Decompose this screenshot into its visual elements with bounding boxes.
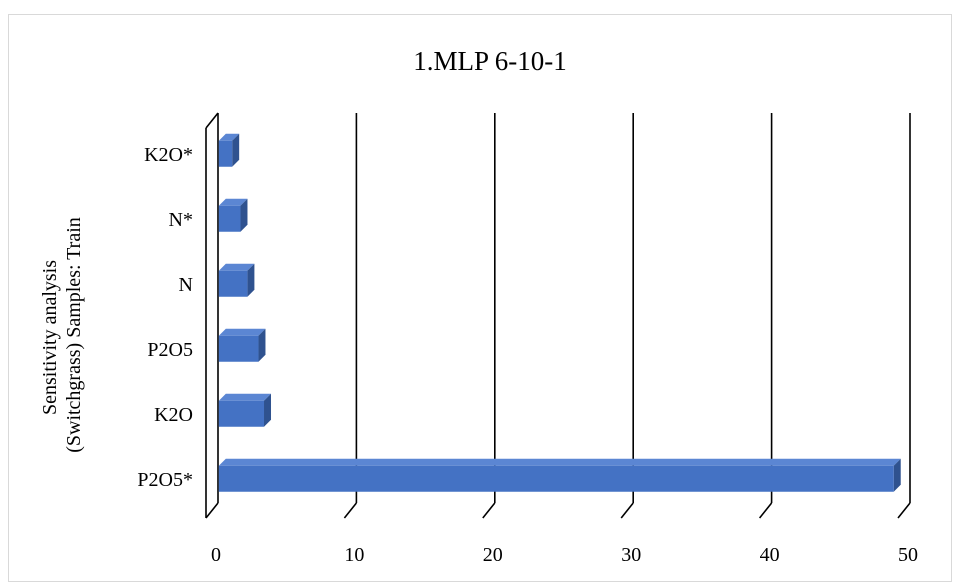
gridlines	[205, 112, 911, 519]
gridline-floor	[343, 502, 358, 519]
x-tick-label: 20	[483, 544, 503, 566]
bar	[218, 198, 248, 232]
chart-title: 1.MLP 6-10-1	[413, 46, 567, 76]
bar-top-face	[218, 393, 272, 401]
x-tick-label: 40	[760, 544, 780, 566]
bar-side-face	[264, 393, 272, 427]
bar	[218, 393, 272, 427]
bar-side-face	[893, 458, 901, 492]
y-tick-label: K2O	[154, 404, 193, 426]
y-tick-labels: P2O5* K2O P2O5 N N* K2O*	[137, 144, 193, 491]
y-axis-title-line-1: Sensitivity analysis	[39, 260, 61, 415]
bar-top-face	[218, 263, 255, 271]
gridline-floor	[482, 502, 496, 519]
x-tick-label: 0	[211, 544, 221, 566]
bar-side-face	[247, 263, 255, 297]
bar-side-face	[232, 133, 240, 167]
gridline-floor	[205, 502, 219, 519]
x-tick-label: 30	[621, 544, 641, 566]
bar	[218, 133, 240, 167]
y-axis-title: Sensitivity analysis (Switchgrass) Sampl…	[39, 217, 85, 453]
x-tick-label: 50	[898, 544, 918, 566]
gridline-floor	[897, 502, 911, 519]
bar-front-face	[218, 140, 233, 167]
x-tick-labels: 0 10 20 30 40 50	[211, 544, 918, 566]
bars	[218, 133, 901, 492]
bar-front-face	[218, 400, 265, 427]
bar-top-face	[218, 458, 901, 466]
y-axis-title-line-2: (Switchgrass) Samples: Train	[63, 217, 85, 453]
bar-side-face	[258, 328, 266, 362]
bar-side-face	[240, 198, 248, 232]
y-tick-label: N*	[169, 209, 193, 231]
y-tick-label: P2O5	[147, 339, 193, 361]
x-tick-label: 10	[344, 544, 364, 566]
side-wall-top-edge	[205, 112, 219, 129]
bar	[218, 328, 266, 362]
y-tick-label: K2O*	[144, 144, 193, 166]
bar-top-face	[218, 328, 266, 336]
y-tick-label: N	[179, 274, 193, 296]
bar-top-face	[218, 133, 240, 141]
bar-front-face	[218, 270, 248, 297]
y-tick-label: P2O5*	[137, 469, 193, 491]
bar-front-face	[218, 205, 241, 232]
gridline-floor	[758, 502, 773, 519]
bar-top-face	[218, 198, 248, 206]
gridline-floor	[620, 502, 634, 519]
bar-front-face	[218, 465, 894, 492]
bar	[218, 458, 901, 492]
bar-front-face	[218, 335, 259, 362]
bar	[218, 263, 255, 297]
